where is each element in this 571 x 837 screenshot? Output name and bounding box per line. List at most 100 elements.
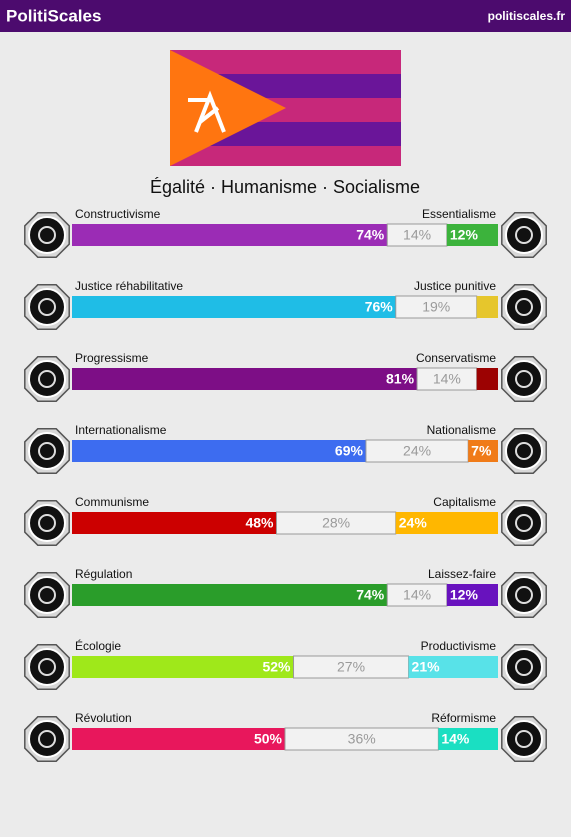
axis-left-label: Communisme	[75, 495, 149, 509]
icon-motif	[38, 226, 56, 244]
icon-disc	[28, 648, 66, 686]
axis-icon	[501, 212, 547, 258]
axis-icon	[501, 644, 547, 690]
bar-segment	[72, 656, 294, 678]
value-label: 48%	[245, 515, 274, 531]
axis-icon	[24, 716, 70, 762]
axis-left-label: Régulation	[75, 567, 132, 581]
value-label: 21%	[412, 659, 441, 675]
icon-motif	[515, 514, 533, 532]
axis-icon	[501, 356, 547, 402]
axis-right-label: Capitalisme	[433, 495, 496, 509]
axis-icon	[24, 356, 70, 402]
icon-disc	[505, 648, 543, 686]
axis-icon	[24, 500, 70, 546]
axis-left-label: Justice réhabilitative	[75, 279, 183, 293]
bar-segment	[476, 296, 498, 318]
axis-right-label: Productivisme	[421, 639, 497, 653]
axis-left-label: Internationalisme	[75, 423, 167, 437]
icon-disc	[28, 504, 66, 542]
axis-icon	[24, 212, 70, 258]
bar-segment	[395, 512, 498, 534]
axis-left-label: Progressisme	[75, 351, 149, 365]
icon-motif	[515, 586, 533, 604]
value-label: 69%	[335, 443, 364, 459]
icon-motif	[515, 298, 533, 316]
icon-motif	[38, 730, 56, 748]
icon-motif	[38, 658, 56, 676]
value-label: 19%	[422, 299, 450, 315]
value-label: 76%	[365, 299, 394, 315]
value-label: 24%	[399, 515, 428, 531]
axis-icon	[501, 284, 547, 330]
bar-segment	[72, 296, 396, 318]
axis-icon	[501, 428, 547, 474]
bar-segment	[408, 656, 498, 678]
icon-motif	[38, 586, 56, 604]
bar-segment	[293, 655, 410, 679]
icon-disc	[505, 576, 543, 614]
icon-motif	[515, 226, 533, 244]
icon-motif	[38, 370, 56, 388]
icon-motif	[515, 442, 533, 460]
axis-right-label: Nationalisme	[427, 423, 497, 437]
site-title[interactable]: PolitiScales	[6, 6, 101, 25]
axis-right-label: Essentialisme	[422, 207, 496, 221]
value-label: 74%	[356, 227, 385, 243]
icon-motif	[38, 514, 56, 532]
axis-right-label: Laissez-faire	[428, 567, 496, 581]
icon-disc	[28, 720, 66, 758]
value-label: 74%	[356, 587, 385, 603]
value-label: 52%	[262, 659, 291, 675]
icon-disc	[28, 360, 66, 398]
value-label: 12%	[450, 227, 479, 243]
value-label: 28%	[322, 515, 350, 531]
value-label: 7%	[471, 443, 492, 459]
bar-segment	[72, 584, 388, 606]
bar-segment	[72, 728, 285, 750]
bar-segment	[72, 224, 388, 246]
site-url[interactable]: politiscales.fr	[488, 9, 566, 23]
value-label: 24%	[403, 443, 431, 459]
bar-segment	[438, 728, 498, 750]
axis-icon	[24, 428, 70, 474]
icon-disc	[28, 288, 66, 326]
icon-motif	[515, 730, 533, 748]
value-label: 81%	[386, 371, 415, 387]
axis-icon	[24, 284, 70, 330]
value-label: 27%	[337, 659, 365, 675]
value-label: 14%	[403, 587, 431, 603]
flag	[170, 50, 401, 166]
bar-segment	[72, 440, 366, 462]
axis-right-label: Justice punitive	[414, 279, 496, 293]
axis-icon	[24, 572, 70, 618]
icon-disc	[505, 504, 543, 542]
icon-disc	[28, 216, 66, 254]
axis-icon	[501, 716, 547, 762]
bar-segment	[72, 512, 277, 534]
icon-motif	[38, 298, 56, 316]
icon-disc	[505, 432, 543, 470]
icon-motif	[515, 370, 533, 388]
icon-disc	[505, 720, 543, 758]
value-label: 14%	[433, 371, 461, 387]
value-label: 50%	[254, 731, 283, 747]
icon-disc	[505, 216, 543, 254]
axis-left-label: Révolution	[75, 711, 132, 725]
value-label: 12%	[450, 587, 479, 603]
icon-motif	[38, 442, 56, 460]
value-label: 36%	[348, 731, 376, 747]
value-label: 14%	[441, 731, 470, 747]
value-label: 14%	[403, 227, 431, 243]
icon-disc	[28, 576, 66, 614]
icon-disc	[505, 288, 543, 326]
bar-segment	[72, 368, 418, 390]
axis-right-label: Réformisme	[431, 711, 496, 725]
bar-segment	[468, 440, 498, 462]
bar-segment	[476, 368, 498, 390]
bar-segment	[446, 584, 498, 606]
icon-disc	[28, 432, 66, 470]
header-bar	[0, 0, 571, 32]
